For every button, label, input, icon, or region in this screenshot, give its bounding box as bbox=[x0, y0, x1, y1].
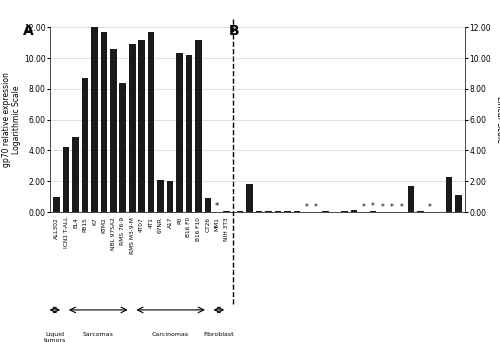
Bar bbox=[265, 211, 272, 212]
Bar bbox=[284, 211, 291, 212]
Bar bbox=[341, 211, 348, 212]
Text: Sarcomas: Sarcomas bbox=[83, 332, 114, 337]
Bar bbox=[322, 211, 329, 212]
Bar bbox=[91, 27, 98, 212]
Bar bbox=[350, 210, 358, 212]
Bar bbox=[408, 186, 414, 212]
Bar bbox=[246, 184, 253, 212]
Bar bbox=[72, 137, 79, 212]
Text: *: * bbox=[304, 203, 308, 212]
Text: *: * bbox=[428, 203, 432, 212]
Bar bbox=[82, 78, 88, 212]
Bar bbox=[224, 211, 230, 212]
Bar bbox=[274, 211, 281, 212]
Bar bbox=[256, 211, 262, 212]
Text: Liquid
tumors: Liquid tumors bbox=[44, 332, 66, 342]
Y-axis label: gp70 relative expression
Linear Scale: gp70 relative expression Linear Scale bbox=[495, 72, 500, 167]
Bar bbox=[455, 195, 462, 212]
Bar bbox=[176, 53, 183, 212]
Text: *: * bbox=[400, 203, 404, 212]
Bar bbox=[186, 55, 192, 212]
Text: *: * bbox=[390, 203, 394, 212]
Bar bbox=[294, 211, 300, 212]
Bar bbox=[138, 40, 145, 212]
Bar bbox=[63, 147, 70, 212]
Bar bbox=[370, 211, 376, 212]
Bar bbox=[100, 32, 107, 212]
Bar bbox=[417, 211, 424, 212]
Text: *: * bbox=[371, 202, 375, 211]
Text: Fibroblast: Fibroblast bbox=[204, 332, 234, 337]
Bar bbox=[236, 211, 244, 212]
Text: *: * bbox=[314, 203, 318, 212]
Text: *: * bbox=[380, 203, 384, 212]
Bar bbox=[129, 44, 136, 212]
Y-axis label: gp70 relative expression
Logarithmic Scale: gp70 relative expression Logarithmic Sca… bbox=[2, 72, 21, 167]
Bar bbox=[148, 32, 154, 212]
Text: *: * bbox=[362, 203, 366, 212]
Bar bbox=[166, 181, 173, 212]
Bar bbox=[54, 197, 60, 212]
Text: A: A bbox=[22, 24, 33, 38]
Bar bbox=[110, 49, 116, 212]
Bar bbox=[204, 198, 211, 212]
Bar bbox=[195, 40, 202, 212]
Text: *: * bbox=[215, 201, 220, 211]
Text: Carcinomas: Carcinomas bbox=[152, 332, 189, 337]
Bar bbox=[446, 176, 452, 212]
Text: B: B bbox=[228, 24, 239, 38]
Bar bbox=[120, 83, 126, 212]
Bar bbox=[158, 181, 164, 212]
